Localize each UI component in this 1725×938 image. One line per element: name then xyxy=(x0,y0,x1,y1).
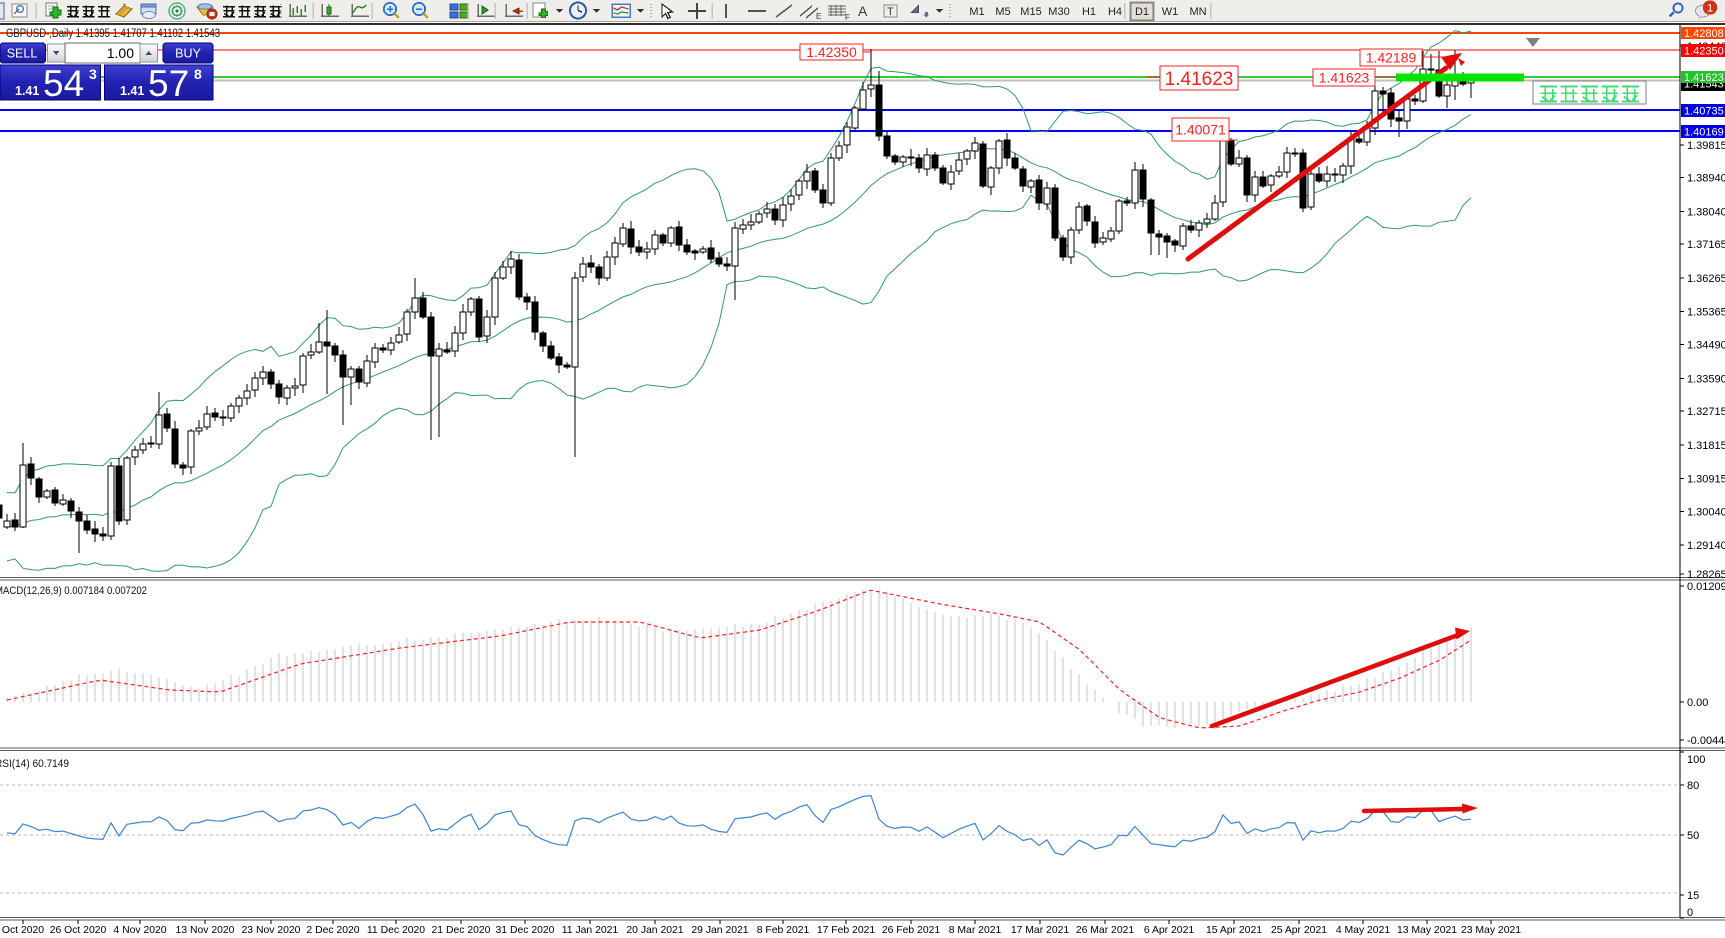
svg-text:11 Dec 2020: 11 Dec 2020 xyxy=(367,925,425,936)
svg-text:M5: M5 xyxy=(995,6,1010,18)
svg-text:0.00: 0.00 xyxy=(1687,697,1708,709)
svg-text:1.39815: 1.39815 xyxy=(1687,140,1725,152)
svg-text:BUY: BUY xyxy=(175,47,201,61)
svg-text:1.41623: 1.41623 xyxy=(1165,69,1234,90)
svg-text:20 Jan 2021: 20 Jan 2021 xyxy=(626,925,683,936)
svg-text:MACD(12,26,9) 0.007184 0.00720: MACD(12,26,9) 0.007184 0.007202 xyxy=(0,585,147,597)
svg-text:1.42189: 1.42189 xyxy=(1366,50,1417,66)
svg-text:17 Feb 2021: 17 Feb 2021 xyxy=(817,925,876,936)
svg-text:1.30040: 1.30040 xyxy=(1687,506,1725,518)
svg-text:M15: M15 xyxy=(1020,6,1041,18)
svg-text:57: 57 xyxy=(148,63,189,104)
svg-text:SELL: SELL xyxy=(7,47,38,61)
svg-text:1.29140: 1.29140 xyxy=(1687,540,1725,552)
svg-text:4 Nov 2020: 4 Nov 2020 xyxy=(113,925,166,936)
svg-text:26 Feb 2021: 26 Feb 2021 xyxy=(882,925,941,936)
svg-text:15: 15 xyxy=(1687,890,1699,902)
svg-text:Oct 2020: Oct 2020 xyxy=(2,925,44,936)
svg-text:11 Jan 2021: 11 Jan 2021 xyxy=(562,925,619,936)
svg-text:2 Dec 2020: 2 Dec 2020 xyxy=(306,925,359,936)
svg-text:80: 80 xyxy=(1687,780,1699,792)
svg-text:8 Feb 2021: 8 Feb 2021 xyxy=(757,925,810,936)
svg-text:0.01209: 0.01209 xyxy=(1687,581,1725,593)
svg-text:29 Jan 2021: 29 Jan 2021 xyxy=(691,925,748,936)
svg-text:21 Dec 2020: 21 Dec 2020 xyxy=(432,925,491,936)
svg-text:T: T xyxy=(887,6,894,18)
svg-text:GBPUSD-,Daily 1.41395 1.41707: GBPUSD-,Daily 1.41395 1.41707 1.41102 1.… xyxy=(6,28,220,40)
svg-text:A: A xyxy=(858,3,868,19)
svg-text:1.41623: 1.41623 xyxy=(1319,70,1370,86)
svg-text:25 Apr 2021: 25 Apr 2021 xyxy=(1271,925,1327,936)
svg-text:26 Oct 2020: 26 Oct 2020 xyxy=(50,925,107,936)
svg-text:1.40169: 1.40169 xyxy=(1684,127,1724,139)
svg-text:F: F xyxy=(845,13,850,22)
svg-text:W1: W1 xyxy=(1162,6,1179,18)
svg-text:31 Dec 2020: 31 Dec 2020 xyxy=(496,925,555,936)
svg-text:H4: H4 xyxy=(1108,6,1122,18)
svg-text:1.38040: 1.38040 xyxy=(1687,206,1725,218)
svg-text:-0.004446: -0.004446 xyxy=(1687,735,1725,747)
svg-text:3: 3 xyxy=(89,66,97,82)
svg-text:13 Nov 2020: 13 Nov 2020 xyxy=(176,925,235,936)
svg-text:50: 50 xyxy=(1687,830,1699,842)
svg-text:1.36265: 1.36265 xyxy=(1687,273,1725,285)
svg-text:1.38940: 1.38940 xyxy=(1687,173,1725,185)
svg-text:6 Apr 2021: 6 Apr 2021 xyxy=(1144,925,1194,936)
svg-text:15 Apr 2021: 15 Apr 2021 xyxy=(1206,925,1262,936)
svg-text:1.42808: 1.42808 xyxy=(1684,28,1724,40)
svg-text:M1: M1 xyxy=(969,6,984,18)
svg-text:1.31815: 1.31815 xyxy=(1687,440,1725,452)
svg-text:1.40735: 1.40735 xyxy=(1684,106,1724,118)
svg-text:23 Nov 2020: 23 Nov 2020 xyxy=(242,925,301,936)
svg-text:1.41: 1.41 xyxy=(120,84,144,98)
svg-text:H1: H1 xyxy=(1082,6,1096,18)
svg-text:26 Mar 2021: 26 Mar 2021 xyxy=(1076,925,1135,936)
svg-text:M30: M30 xyxy=(1048,6,1069,18)
svg-text:8 Mar 2021: 8 Mar 2021 xyxy=(949,925,1002,936)
svg-text:1.41623: 1.41623 xyxy=(1684,72,1724,84)
svg-text:D1: D1 xyxy=(1135,6,1149,18)
svg-text:100: 100 xyxy=(1687,754,1705,766)
svg-text:1.42350: 1.42350 xyxy=(1684,46,1724,58)
svg-text:13 May 2021: 13 May 2021 xyxy=(1397,925,1457,936)
svg-text:E: E xyxy=(816,12,821,21)
svg-text:0: 0 xyxy=(1687,907,1693,919)
svg-text:17 Mar 2021: 17 Mar 2021 xyxy=(1011,925,1070,936)
svg-text:1.42350: 1.42350 xyxy=(806,44,857,60)
svg-text:1.37165: 1.37165 xyxy=(1687,239,1725,251)
svg-text:4 May 2021: 4 May 2021 xyxy=(1336,925,1391,936)
svg-text:1.28265: 1.28265 xyxy=(1687,569,1725,581)
svg-text:1: 1 xyxy=(1707,3,1713,15)
svg-text:1.32715: 1.32715 xyxy=(1687,406,1725,418)
svg-text:23 May 2021: 23 May 2021 xyxy=(1461,925,1521,936)
svg-text:8: 8 xyxy=(194,66,202,82)
svg-text:1.41: 1.41 xyxy=(15,84,39,98)
svg-text:1.35365: 1.35365 xyxy=(1687,307,1725,319)
svg-text:1.40071: 1.40071 xyxy=(1175,122,1226,138)
svg-text:1.34490: 1.34490 xyxy=(1687,340,1725,352)
svg-text:1.30915: 1.30915 xyxy=(1687,474,1725,486)
svg-text:RSI(14) 60.7149: RSI(14) 60.7149 xyxy=(0,758,69,770)
svg-text:MN: MN xyxy=(1189,6,1206,18)
svg-text:1.00: 1.00 xyxy=(107,45,134,61)
svg-text:1.33590: 1.33590 xyxy=(1687,373,1725,385)
svg-text:54: 54 xyxy=(43,63,84,104)
